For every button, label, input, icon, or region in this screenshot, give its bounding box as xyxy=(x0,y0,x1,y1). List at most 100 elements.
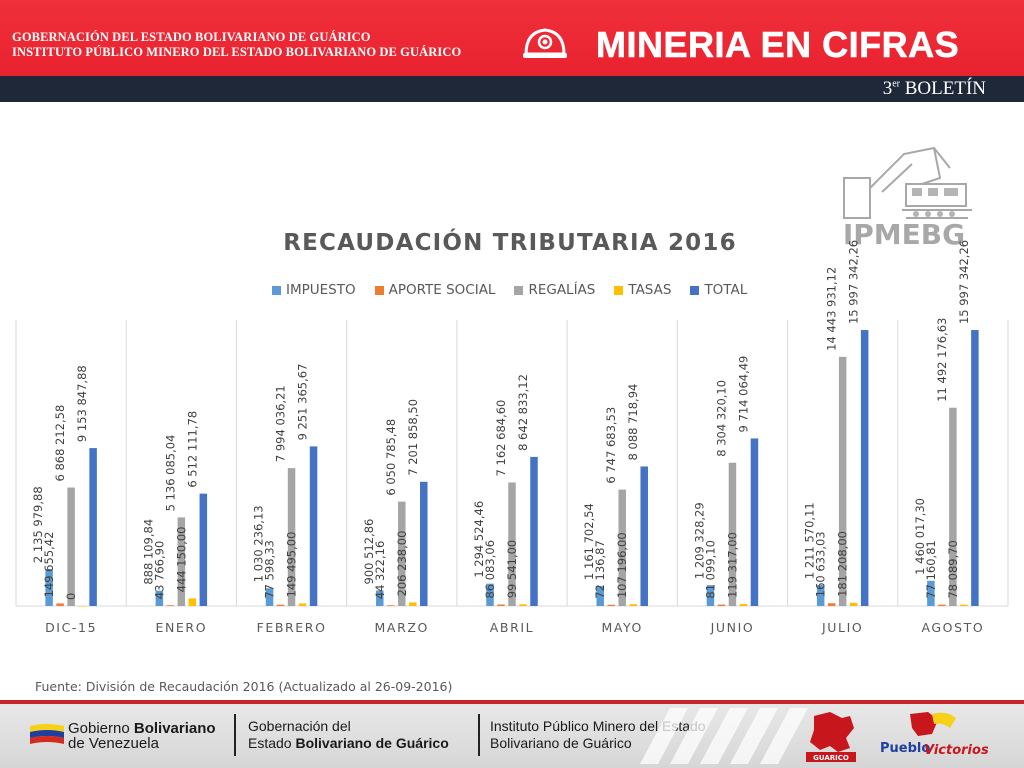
x-tick-label: JUNIO xyxy=(710,620,755,635)
bar-tasas xyxy=(629,604,637,606)
bar-impuesto xyxy=(265,588,274,606)
footer-gob-line1: Gobierno Bolivariano xyxy=(68,720,216,737)
bar-impuesto xyxy=(376,590,384,606)
bar-tasas xyxy=(519,604,527,606)
data-label-total: 9 251 365,67 xyxy=(296,364,310,441)
legend-item-aporte-social: APORTE SOCIAL xyxy=(374,282,496,298)
bar-aporte-social xyxy=(166,605,175,606)
bar-aporte-social xyxy=(717,604,726,606)
bar-aporte-social xyxy=(607,604,615,606)
chart-title-text: RECAUDACIÓN TRIBUTARIA 2016 xyxy=(283,230,737,256)
data-label-regalias: 8 304 320,10 xyxy=(714,380,728,457)
pueblo-word: Pueblo xyxy=(880,741,930,756)
bar-total xyxy=(530,456,538,606)
bar-regalias xyxy=(287,468,296,606)
data-label-aporte-social: 160 633,03 xyxy=(814,531,828,597)
bar-aporte-social xyxy=(56,603,64,606)
institute-line-2: INSTITUTO PÚBLICO MINERO DEL ESTADO BOLI… xyxy=(12,45,462,59)
bar-aporte-social xyxy=(497,604,505,606)
data-label-impuesto: 1 460 017,30 xyxy=(913,498,927,575)
footer-bar: Gobierno Bolivariano de Venezuela Gobern… xyxy=(0,700,1024,768)
data-label-impuesto: 1 161 702,54 xyxy=(582,503,596,580)
legend-item-regalias: REGALÍAS xyxy=(514,282,595,298)
data-label-total: 6 512 111,78 xyxy=(185,411,199,488)
data-label-impuesto: 2 135 979,88 xyxy=(31,486,45,563)
bar-total xyxy=(860,330,869,606)
data-label-regalias: 14 443 931,12 xyxy=(825,267,839,351)
bar-tasas xyxy=(409,602,417,606)
bar-tasas xyxy=(78,606,86,607)
data-label-tasas: 0 xyxy=(64,593,78,600)
footer-gob-word: Gobierno xyxy=(68,720,134,737)
bulletin-label: 3er BOLETÍN xyxy=(883,78,986,100)
footer-bolivariano-word: Bolivariano xyxy=(133,720,216,737)
legend-label: TASAS xyxy=(628,282,672,298)
bar-regalias xyxy=(508,482,516,606)
legend-label: APORTE SOCIAL xyxy=(388,282,496,298)
data-label-aporte-social: 43 766,90 xyxy=(152,541,166,600)
data-label-tasas: 99 541,00 xyxy=(505,540,519,599)
data-label-tasas: 181 208,00 xyxy=(836,531,850,597)
bar-impuesto xyxy=(486,583,494,606)
header-bar xyxy=(0,0,1024,76)
data-label-aporte-social: 72 136,87 xyxy=(593,540,607,599)
legend-swatch xyxy=(690,285,700,295)
bar-total xyxy=(640,466,648,606)
data-label-aporte-social: 81 099,10 xyxy=(703,540,717,599)
bar-total xyxy=(199,493,208,606)
data-label-aporte-social: 86 083,06 xyxy=(483,540,497,599)
ipmebg-logo: IPMEBG xyxy=(843,146,972,251)
data-label-impuesto: 888 109,84 xyxy=(141,519,155,585)
victorioso-word: Victorioso xyxy=(924,743,988,758)
venezuela-flag-icon xyxy=(30,724,64,744)
bar-regalias xyxy=(949,407,957,606)
bar-total xyxy=(750,438,759,606)
bar-total xyxy=(89,448,97,606)
data-label-aporte-social: 77 598,33 xyxy=(263,540,277,599)
bar-impuesto xyxy=(927,580,935,606)
data-label-total: 9 714 064,49 xyxy=(736,356,750,433)
bar-tasas xyxy=(849,602,858,606)
data-label-impuesto: 900 512,86 xyxy=(362,519,376,585)
bar-regalias xyxy=(177,517,186,606)
data-label-tasas: 107 196,00 xyxy=(615,532,629,598)
data-label-tasas: 206 238,00 xyxy=(395,531,409,597)
footer-ins-line1: Instituto Público Minero del Estado xyxy=(490,718,706,734)
legend-item-tasas: TASAS xyxy=(614,282,671,298)
bar-tasas xyxy=(739,603,748,606)
data-label-regalias: 6 868 212,58 xyxy=(53,405,67,482)
legend-item-total: TOTAL xyxy=(690,282,747,298)
x-tick-label: AGOSTO xyxy=(921,620,984,635)
x-tick-label: FEBRERO xyxy=(257,620,327,635)
legend-label: TOTAL xyxy=(704,282,748,298)
legend-label: IMPUESTO xyxy=(286,282,356,298)
bar-regalias xyxy=(67,487,75,606)
bar-impuesto xyxy=(816,585,825,606)
data-label-aporte-social: 149 655,42 xyxy=(42,532,56,598)
data-label-regalias: 11 492 176,63 xyxy=(935,318,949,402)
guarico-label: GUARICO xyxy=(813,754,849,762)
data-label-total: 9 153 847,88 xyxy=(75,365,89,442)
data-label-aporte-social: 77 160,81 xyxy=(924,540,938,599)
data-label-total: 8 642 833,12 xyxy=(516,374,530,451)
bar-impuesto xyxy=(155,590,164,606)
data-label-tasas: 149 495,00 xyxy=(285,532,299,598)
footer-estado-word: Estado xyxy=(248,735,296,751)
bar-aporte-social xyxy=(387,605,395,606)
data-label-aporte-social: 44 322,16 xyxy=(373,541,387,600)
data-label-impuesto: 1 294 524,46 xyxy=(472,501,486,578)
footer-divider xyxy=(478,714,480,756)
data-label-impuesto: 1 209 328,29 xyxy=(692,502,706,579)
data-label-regalias: 7 162 684,60 xyxy=(494,400,508,477)
chart-legend: IMPUESTO APORTE SOCIAL REGALÍAS TASAS TO… xyxy=(272,282,766,298)
x-tick-label: DIC-15 xyxy=(45,620,97,635)
bar-aporte-social xyxy=(827,603,836,606)
data-label-total: 8 088 718,94 xyxy=(626,384,640,461)
logo-text: IPMEBG xyxy=(843,218,965,251)
chart-title: RECAUDACIÓN TRIBUTARIA 2016 xyxy=(0,230,1024,256)
bar-impuesto xyxy=(596,585,604,606)
source-note: Fuente: División de Recaudación 2016 (Ac… xyxy=(35,679,453,694)
bulletin-word: BOLETÍN xyxy=(904,78,986,99)
bulletin-number: 3 xyxy=(882,78,893,99)
legend-swatch xyxy=(272,285,281,295)
